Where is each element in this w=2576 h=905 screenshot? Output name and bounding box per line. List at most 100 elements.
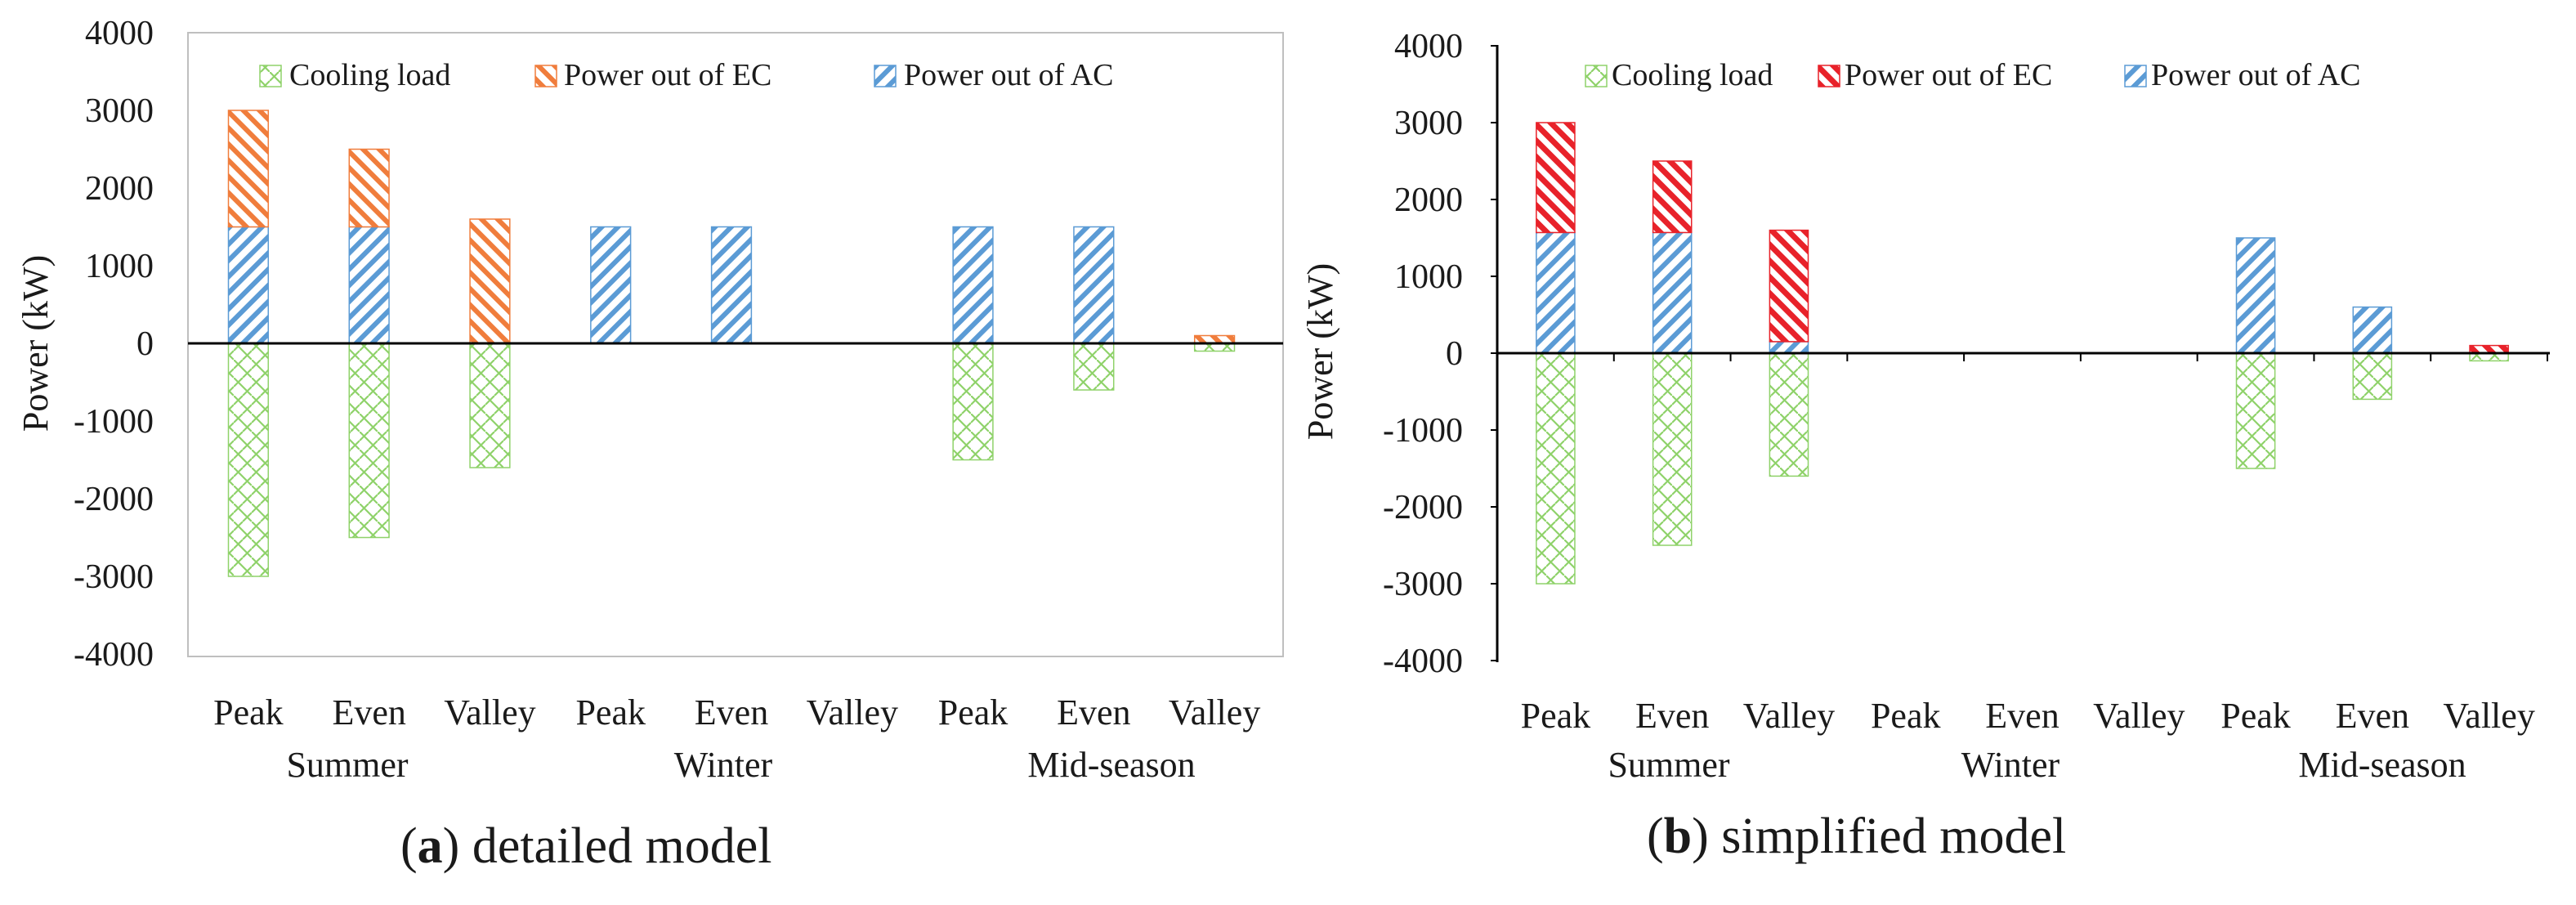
bar-power-ec xyxy=(469,218,511,344)
group-label: Summer xyxy=(1608,745,1729,785)
category-label: Peak xyxy=(213,692,284,733)
bar-power-ec xyxy=(348,148,390,228)
category-label: Valley xyxy=(2443,696,2534,736)
y-tick-label: 3000 xyxy=(85,92,154,130)
category-label: Valley xyxy=(1169,692,1260,733)
bar-cooling-load xyxy=(1536,352,1576,585)
bar-power-ec xyxy=(1536,122,1576,234)
y-tick-label: -3000 xyxy=(1383,566,1463,603)
bar-power-ac xyxy=(348,226,390,344)
category-label: Peak xyxy=(938,692,1008,733)
y-tick-label: -2000 xyxy=(1383,489,1463,526)
bar-power-ec xyxy=(227,110,270,228)
category-label: Valley xyxy=(807,692,898,733)
category-label: Even xyxy=(332,692,405,733)
category-label: Even xyxy=(2336,696,2409,736)
y-tick-label: -4000 xyxy=(74,636,154,674)
bar-cooling-load xyxy=(469,343,511,468)
group-labels: Summer Winter Mid-season xyxy=(1608,745,2466,785)
legend-swatch-ac xyxy=(874,65,897,87)
bar-power-ec xyxy=(1769,229,1809,343)
bar-power-ac xyxy=(590,226,632,344)
legend-swatch-ac xyxy=(2124,65,2147,87)
category-label: Even xyxy=(1057,692,1130,733)
y-tick-label: 3000 xyxy=(1394,105,1463,142)
bar-cooling-load xyxy=(227,343,270,577)
bar-power-ec xyxy=(1652,160,1693,234)
panel-b-chart: 4000 3000 2000 1000 0 -1000 -2000 -3000 -4000 Pe… xyxy=(1300,28,2550,864)
caption-letter: a xyxy=(418,818,443,874)
group-label: Winter xyxy=(1961,745,2060,785)
bar-power-ac xyxy=(710,226,753,344)
y-axis-label: Power (kW) xyxy=(1300,263,1340,440)
y-tick-label: -4000 xyxy=(1383,643,1463,680)
category-label: Even xyxy=(695,692,768,733)
bar-cooling-load xyxy=(1769,352,1809,477)
y-tick-marks xyxy=(1491,45,1497,661)
category-labels: Peak Even Valley Peak Even Valley Peak Even Vall… xyxy=(1521,696,2535,736)
legend-label-ec: Power out of EC xyxy=(1845,58,2052,92)
bar-power-ac xyxy=(1769,341,1809,354)
category-label: Valley xyxy=(2093,696,2185,736)
legend: Cooling load Power out of EC Power out o… xyxy=(259,58,1114,92)
category-label: Even xyxy=(1635,696,1709,736)
y-tick-label: 4000 xyxy=(85,15,154,52)
svg-text:(b) simplified model: (b) simplified model xyxy=(1647,809,2066,864)
legend: Cooling load Power out of EC Power out o… xyxy=(1585,58,2361,92)
panel-a-chart: 4000 3000 2000 1000 0 -1000 -2000 -3000 -4000 Pe… xyxy=(16,15,1284,874)
legend-swatch-ec xyxy=(534,65,557,87)
category-labels: Peak Even Valley Peak Even Valley Peak Even Vall… xyxy=(213,692,1260,733)
bar-power-ac xyxy=(1536,231,1576,354)
bar-cooling-load xyxy=(1073,343,1115,391)
caption-a: (a) detailed model xyxy=(400,818,772,874)
legend-label-cooling: Cooling load xyxy=(289,58,450,92)
bar-power-ac xyxy=(227,226,270,344)
y-tick-label: 1000 xyxy=(1394,258,1463,296)
bar-cooling-load xyxy=(2352,352,2393,401)
group-label: Mid-season xyxy=(2298,745,2466,785)
y-tick-label: 4000 xyxy=(1394,28,1463,65)
group-labels: Summer Winter Mid-season xyxy=(286,745,1195,785)
bar-power-ac xyxy=(952,226,994,344)
legend-swatch-ec xyxy=(1818,65,1840,87)
bar-power-ac xyxy=(2235,237,2276,354)
y-tick-label: 2000 xyxy=(1394,181,1463,219)
category-label: Valley xyxy=(1743,696,1835,736)
bar-power-ac xyxy=(1652,231,1693,354)
y-tick-labels: 4000 3000 2000 1000 0 -1000 -2000 -3000 -4000 xyxy=(1383,28,1463,680)
group-label: Mid-season xyxy=(1027,745,1195,785)
y-tick-labels: 4000 3000 2000 1000 0 -1000 -2000 -3000 -4000 xyxy=(74,15,154,674)
legend-label-ac: Power out of AC xyxy=(904,58,1114,92)
caption-b: (b) simplified model xyxy=(1647,809,2066,864)
category-label: Peak xyxy=(575,692,646,733)
category-label: Valley xyxy=(444,692,535,733)
bar-cooling-load xyxy=(1652,352,1693,546)
svg-text:(a) detailed model: (a) detailed model xyxy=(400,818,772,874)
group-label: Winter xyxy=(674,745,773,785)
y-tick-label: 0 xyxy=(136,325,154,363)
caption-letter: b xyxy=(1664,809,1692,864)
bar-cooling-load xyxy=(348,343,390,539)
y-tick-label: -2000 xyxy=(74,481,154,518)
y-tick-label: -3000 xyxy=(74,558,154,596)
legend-swatch-cooling xyxy=(1585,65,1608,87)
bar-cooling-load xyxy=(952,343,994,461)
caption-text: detailed model xyxy=(472,818,772,874)
caption-text: simplified model xyxy=(1721,809,2066,864)
legend-label-ac: Power out of AC xyxy=(2151,58,2361,92)
y-tick-label: -1000 xyxy=(74,403,154,441)
category-label: Peak xyxy=(1871,696,1941,736)
bar-cooling-load xyxy=(2235,352,2276,469)
legend-label-cooling: Cooling load xyxy=(1612,58,1773,92)
bar-power-ac xyxy=(1073,226,1115,344)
category-label: Peak xyxy=(2220,696,2291,736)
group-label: Summer xyxy=(286,745,408,785)
bar-power-ac xyxy=(2352,306,2393,354)
y-tick-label: -1000 xyxy=(1383,412,1463,450)
bars-group xyxy=(1536,122,2509,585)
y-tick-label: 2000 xyxy=(85,170,154,208)
y-axis-label: Power (kW) xyxy=(16,255,56,432)
y-tick-label: 1000 xyxy=(85,248,154,285)
legend-swatch-cooling xyxy=(259,65,282,87)
